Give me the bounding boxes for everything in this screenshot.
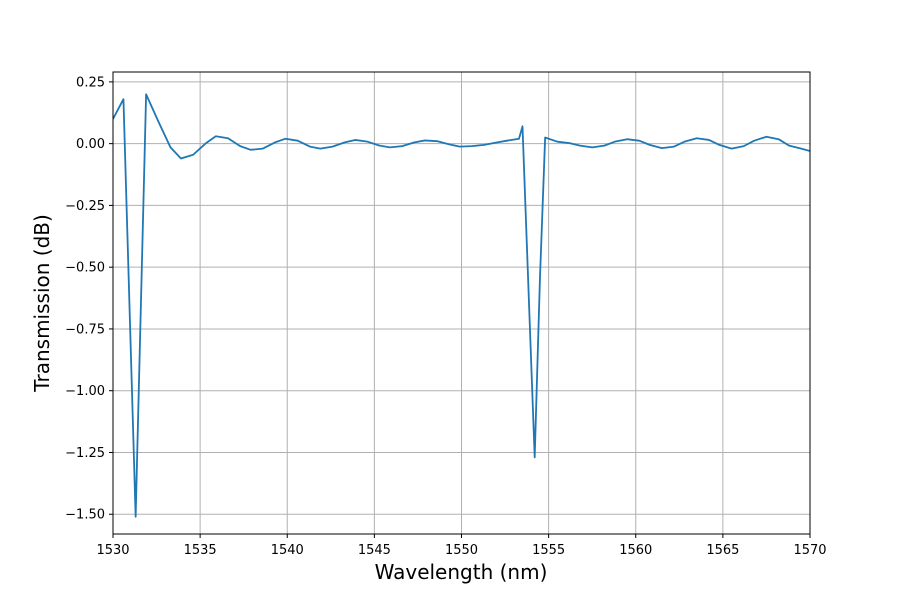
y-tick-label: −0.25 [65, 199, 105, 214]
x-tick-label: 1565 [706, 543, 739, 558]
y-tick-label: −0.50 [65, 261, 105, 276]
y-tick-label: −1.50 [65, 508, 105, 523]
x-tick-label: 1545 [358, 543, 391, 558]
y-tick-label: −1.25 [65, 446, 105, 461]
x-tick-label: 1570 [793, 543, 826, 558]
y-axis-ticks: 0.25 0.00 −0.25 −0.50 −0.75 −1.00 −1.25 −1.50 [65, 75, 113, 523]
grid [112, 72, 811, 534]
x-tick-label: 1560 [619, 543, 652, 558]
y-tick-label: −0.75 [65, 322, 105, 337]
series-layer [113, 93, 810, 518]
y-tick-label: 0.00 [76, 137, 105, 152]
y-tick-label: −1.00 [65, 384, 105, 399]
x-axis-ticks: 1530 1535 1540 1545 1550 1555 1560 1565 1570 [96, 534, 827, 558]
x-axis-label: Wavelength (nm) [375, 560, 548, 584]
x-tick-label: 1540 [271, 543, 304, 558]
y-tick-label: 0.25 [76, 75, 105, 90]
x-tick-label: 1550 [445, 543, 478, 558]
x-tick-label: 1530 [96, 543, 129, 558]
x-tick-label: 1555 [532, 543, 565, 558]
y-axis-label: Transmission (dB) [30, 214, 54, 393]
series-line [113, 93, 810, 518]
x-tick-label: 1535 [184, 543, 217, 558]
